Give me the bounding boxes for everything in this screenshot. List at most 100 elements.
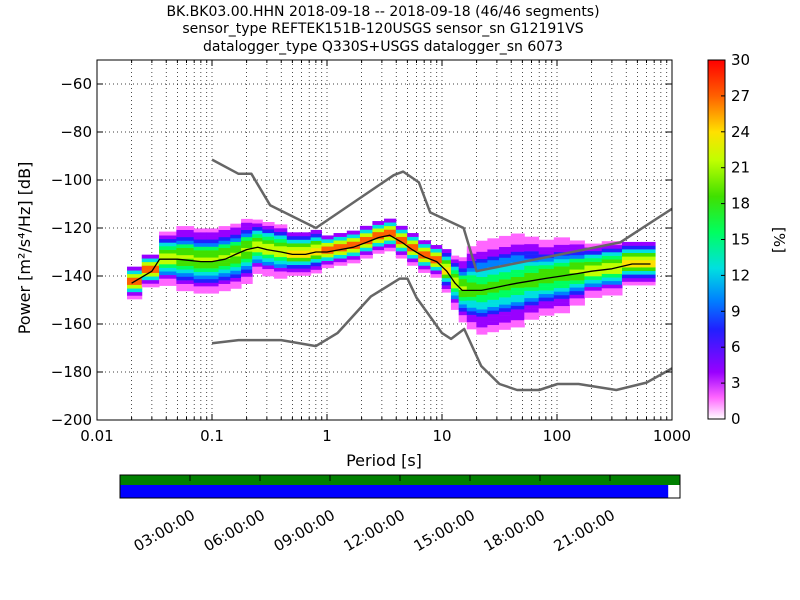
heatmap-cell [538,264,555,269]
heatmap-cell [553,280,571,285]
heatmap-cell [498,279,512,284]
heatmap-cell [310,233,322,238]
heatmap-cell [450,273,460,278]
heatmap-cell [487,310,500,315]
colorbar-tick-label: 27 [731,87,750,105]
y-tick-label: −180 [51,363,92,381]
heatmap-cell [159,274,177,279]
heatmap-cell [510,305,525,310]
heatmap-cell [241,258,253,263]
series-line-median [131,234,651,292]
heatmap-cell [159,264,177,268]
heatmap-cell [476,276,488,281]
heatmap-cell [176,229,195,234]
x-tick-label: 10 [432,427,451,445]
heatmap-cell [476,327,488,332]
heatmap-cell [450,298,460,303]
heatmap-cell [584,254,603,259]
heatmap-cell [641,274,656,279]
heatmap-cell [218,240,231,245]
heatmap-cell [359,236,373,241]
heatmap-cell [487,277,500,282]
heatmap-cell [641,263,656,268]
heatmap-cell [524,272,540,277]
heatmap-cell [176,283,195,288]
heatmap-cell [510,269,525,274]
y-tick-label: −100 [51,171,92,189]
heatmap-cell [359,243,373,248]
heatmap-cell [487,263,500,268]
heatmap-cell [262,258,275,262]
heatmap-cell [395,225,408,230]
heatmap-cell [487,303,500,308]
heatmap-cell [230,241,242,246]
heatmap-cell [498,282,512,287]
heatmap-cell [476,287,488,292]
heatmap-cell [476,334,488,339]
heatmap-cell [441,249,452,254]
heatmap-cell [498,253,512,258]
heatmap-cell [218,262,231,266]
heatmap-cell [252,248,263,253]
heatmap-cell [274,264,288,268]
heatmap-cell [176,287,195,292]
heatmap-cell [466,278,477,283]
heatmap-cell [252,259,263,264]
heatmap-cell [252,234,263,238]
heatmap-cell [176,244,195,248]
heatmap-cell [487,313,500,318]
heatmap-cell [418,243,431,248]
heatmap-cell [621,241,642,246]
heatmap-cell [466,311,477,315]
heatmap-cell [524,247,540,252]
heatmap-cell [510,265,525,270]
x-axis-ticks: 0.01 0.1 1 10 100 1000 [80,60,691,445]
coverage-time-label: 03:00:00 [131,506,198,555]
heatmap-cell [458,268,468,272]
heatmap-cell [241,244,253,248]
heatmap-cell [274,238,288,243]
heatmap-cell [498,329,512,334]
heatmap-cell [498,246,512,251]
heatmap-cell [476,273,488,278]
heatmap-cell [584,290,603,295]
heatmap-cell [176,236,195,241]
heatmap-cell [487,259,500,264]
heatmap-cell [458,286,468,290]
heatmap-cell [487,274,500,279]
heatmap-cell [206,271,220,276]
heatmap-cell [569,254,585,259]
heatmap-cell [466,325,477,330]
heatmap-cell [450,302,460,307]
heatmap-cell [466,289,477,294]
heatmap-cell [510,273,525,278]
heatmap-cell [395,254,408,259]
heatmap-cell [476,294,488,299]
heatmap-cell [584,243,603,248]
heatmap-cell [621,259,642,264]
heatmap-cell [310,265,322,270]
heatmap-cell [176,265,195,270]
heatmap-cell [510,258,525,263]
heatmap-cell [601,252,623,256]
heatmap-cell [286,264,300,269]
heatmap-cell [466,303,477,308]
heatmap-cell [193,246,207,251]
heatmap-cell [553,294,571,299]
heatmap-cell [487,238,500,243]
coverage-time-label: 15:00:00 [411,506,478,555]
heatmap-cell [538,239,555,244]
heatmap-cell [476,251,488,256]
heatmap-cell [127,288,143,293]
heatmap-cell [141,279,160,284]
heatmap-cell [538,279,555,284]
heatmap-cell [206,289,220,294]
coverage-time-label: 18:00:00 [481,506,548,555]
heatmap-cell [333,236,348,241]
colorbar-tick-label: 18 [731,195,750,213]
heatmap-cell [510,298,525,303]
heatmap-cell [159,282,177,286]
heatmap-cell [372,246,385,251]
heatmap-cell [193,253,207,258]
heatmap-cell [441,277,452,282]
